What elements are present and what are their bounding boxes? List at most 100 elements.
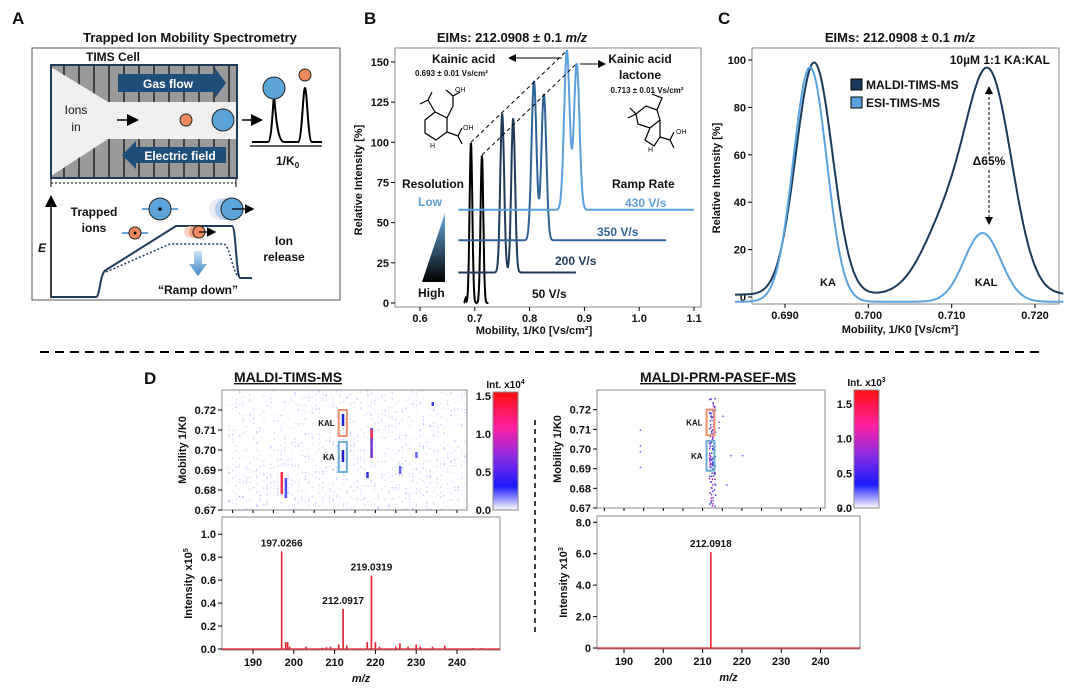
d-right-colorbar-label: Int. x103	[847, 377, 885, 389]
d-left-heatmap-pixel	[391, 423, 393, 425]
d-left-heatmap-pixel	[349, 393, 352, 396]
legend-swatch-maldi	[850, 78, 863, 91]
d-left-heatmap-pixel	[391, 425, 393, 427]
d-left-heatmap-pixel	[290, 442, 293, 445]
d-left-heatmap-pixel	[336, 478, 338, 480]
d-left-heatmap-pixel	[408, 474, 411, 477]
d-left-heatmap-pixel	[231, 397, 234, 399]
d-left-heatmap-pixel	[356, 462, 359, 465]
d-left-heatmap-pixel	[436, 465, 438, 467]
d-right-colorbar-tick-label: 1.5	[837, 399, 852, 411]
d-left-colorbar-tick-label: 0.0	[476, 505, 491, 517]
d-left-heatmap-pixel	[412, 492, 414, 494]
chart-b-ytick-label: 50	[377, 218, 389, 230]
d-left-heatmap-pixel	[238, 457, 241, 460]
d-left-heatmap-pixel	[433, 449, 435, 452]
d-left-spectrum-frame	[221, 516, 501, 651]
d-left-heatmap-pixel	[401, 468, 404, 470]
d-left-heatmap-pixel	[294, 481, 296, 483]
d-left-heatmap-pixel	[263, 465, 265, 467]
d-right-spectrum-frame	[596, 515, 861, 650]
d-right-heatmap-pixel	[730, 454, 732, 457]
d-left-heatmap-pixel	[436, 427, 438, 429]
d-left-heatmap-pixel	[294, 441, 296, 444]
d-left-heatmap-pixel	[429, 482, 431, 484]
d-left-heatmap-pixel	[318, 492, 320, 494]
d-left-heatmap-pixel	[367, 390, 369, 392]
d-left-heatmap-pixel	[280, 430, 282, 432]
d-left-heatmap-pixel	[453, 439, 456, 441]
d-right-heatmap-pixel	[710, 462, 712, 465]
gas-flow-label: Gas flow	[143, 77, 194, 91]
d-left-heatmap-pixel	[297, 501, 300, 503]
d-left-heatmap-pixel	[332, 398, 334, 400]
resolution-high-label: High	[418, 286, 445, 300]
d-left-heatmap-pixel	[436, 430, 438, 432]
d-left-heatmap-pixel	[374, 399, 376, 402]
d-left-heatmap-pixel	[412, 420, 414, 422]
d-left-spectrum-ytick-label: 0.2	[201, 621, 216, 633]
d-left-heatmap-pixel	[273, 487, 275, 489]
d-left-heatmap-pixel	[353, 489, 355, 492]
d-left-heatmap-pixel	[297, 403, 300, 406]
d-left-heatmap-pixel	[259, 497, 262, 500]
d-left-heatmap-pixel	[256, 458, 258, 460]
d-left-heatmap-pixel	[433, 433, 435, 436]
d-left-heatmap-pixel	[287, 418, 289, 421]
d-right-heatmap-pixel	[710, 412, 713, 415]
d-left-heatmap-pixel	[394, 506, 397, 509]
d-left-heatmap-pixel	[231, 490, 234, 492]
d-left-heatmap-pixel	[436, 432, 438, 434]
d-left-heatmap-pixel	[391, 399, 393, 401]
d-left-heatmap-pixel	[322, 498, 324, 501]
d-left-heatmap-pixel	[433, 435, 435, 437]
d-left-heatmap-pixel	[433, 422, 435, 425]
chart-b-xtick-label: 0.8	[522, 313, 537, 325]
d-left-heatmap-pixel	[263, 473, 265, 475]
d-right-heatmap-pixel	[712, 416, 715, 419]
d-left-heatmap-pixel	[238, 495, 241, 498]
d-left-heatmap-pixel	[263, 429, 265, 432]
d-left-heatmap-pixel	[294, 469, 296, 472]
d-left-heatmap-pixel	[457, 486, 459, 488]
d-left-heatmap-pixel	[290, 465, 293, 467]
d-right-heatmap-pixel	[711, 445, 714, 447]
d-left-heatmap-pixel	[231, 433, 234, 436]
d-left-heatmap-pixel	[273, 432, 275, 434]
d-left-heatmap-pixel	[377, 414, 379, 416]
d-left-heatmap-pixel	[259, 499, 262, 502]
d-left-heatmap-pixel	[405, 407, 407, 409]
d-left-heatmap-pixel	[346, 503, 348, 505]
d-left-heatmap-pixel	[263, 503, 265, 505]
d-left-heatmap-pixel	[408, 493, 411, 495]
d-left-heatmap-pixel	[453, 459, 456, 461]
d-left-heatmap-pixel	[252, 509, 255, 511]
d-left-heatmap-pixel	[429, 476, 431, 478]
d-left-heatmap-pixel	[388, 504, 390, 506]
d-left-heatmap-pixel	[419, 390, 421, 392]
d-left-heatmap-pixel	[443, 494, 445, 497]
d-right-heatmap-pixel	[710, 415, 712, 417]
d-left-heatmap-pixel	[370, 459, 373, 461]
d-left-heatmap-pixel	[377, 461, 379, 463]
d-left-heatmap-pixel	[263, 474, 265, 476]
d-left-heatmap-pixel	[460, 423, 463, 425]
d-left-heatmap-pixel	[238, 391, 241, 393]
d-left-heatmap-pixel	[346, 508, 348, 511]
d-left-heatmap-pixel	[301, 442, 303, 444]
d-left-heatmap-pixel	[401, 463, 404, 465]
d-left-heatmap-pixel	[342, 478, 345, 481]
d-left-heatmap-pixel	[332, 504, 334, 506]
d-left-heatmap-pixel	[450, 487, 452, 489]
series-line-200vs	[458, 113, 576, 274]
d-left-heatmap-pixel	[374, 485, 376, 487]
d-left-heatmap-pixel	[329, 488, 331, 490]
d-left-heatmap-pixel	[242, 419, 244, 422]
d-left-heatmap-pixel	[325, 451, 327, 454]
d-left-heatmap-pixel	[252, 509, 255, 511]
d-left-heatmap-pixel	[290, 395, 293, 397]
d-left-heatmap-pixel	[318, 390, 320, 392]
d-left-heatmap-pixel	[290, 443, 293, 445]
d-left-heatmap-pixel	[398, 461, 400, 463]
resolution-gradient-triangle	[422, 213, 445, 282]
